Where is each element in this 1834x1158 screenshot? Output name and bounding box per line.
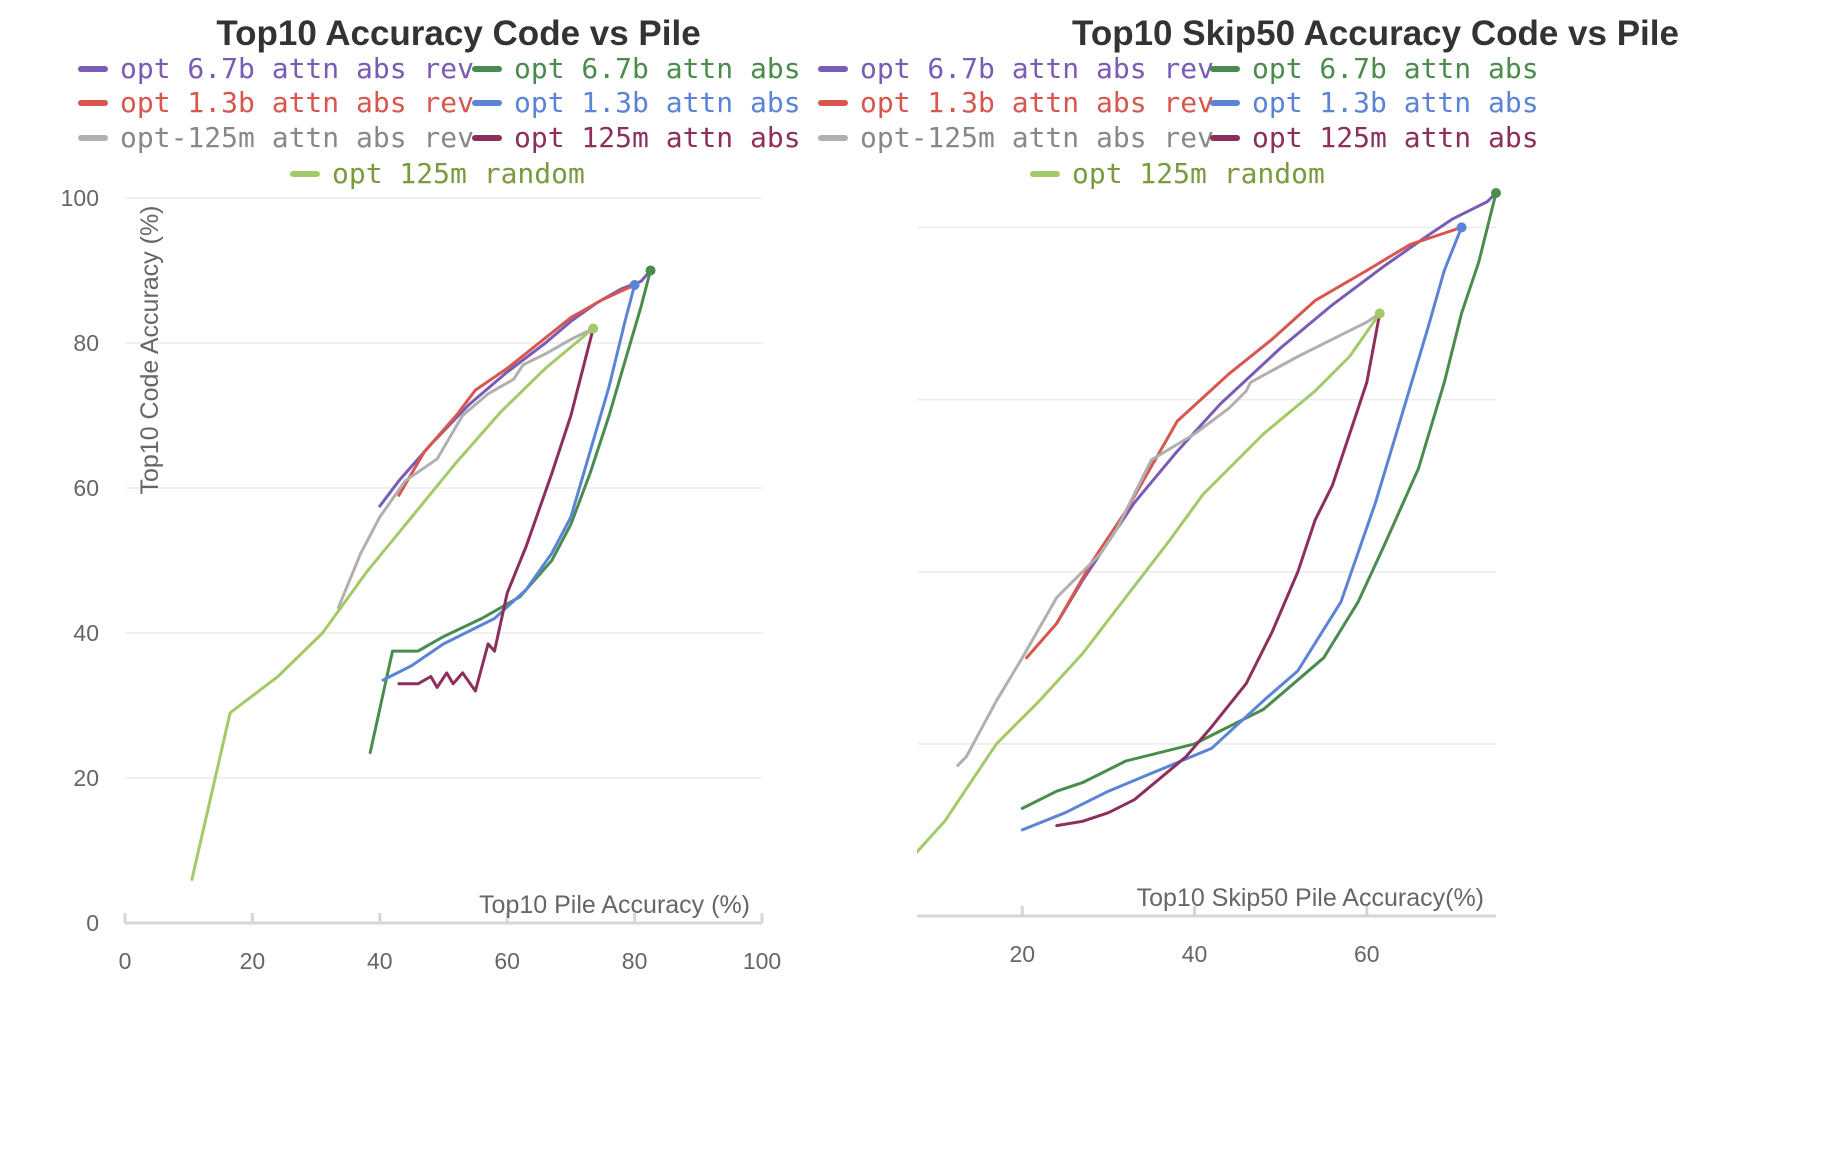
- series-end-marker: [1491, 188, 1501, 198]
- legend-swatch: [472, 99, 502, 106]
- series-line: [190, 327, 595, 881]
- x-tick-label: 60: [1354, 941, 1380, 967]
- series-end-marker: [629, 280, 640, 290]
- legend-label: opt 1.3b attn abs rev: [860, 86, 1215, 119]
- chart-panel-left: Top10 Accuracy Code vs Pile opt 6.7b att…: [61, 14, 801, 974]
- legend-label: opt 125m random: [332, 157, 585, 190]
- x-tick-label: 20: [1009, 941, 1035, 967]
- legend-label: opt 1.3b attn abs: [1252, 86, 1539, 119]
- legend-item: opt 1.3b attn abs: [1210, 86, 1539, 119]
- series-end-marker: [645, 265, 656, 276]
- legend-item: opt-125m attn abs rev: [78, 121, 474, 154]
- series-line: [1020, 225, 1463, 832]
- legend-item: opt 6.7b attn abs rev: [78, 52, 474, 85]
- chart-panel-right: Top10 Skip50 Accuracy Code vs Pile 02040…: [818, 0, 1834, 1158]
- legend-item: opt 1.3b attn abs: [472, 86, 801, 119]
- series-line: [397, 283, 637, 497]
- y-tick-label: 60: [73, 475, 99, 501]
- legend-item: opt 125m random: [290, 157, 585, 190]
- legend-item: opt 6.7b attn abs rev: [818, 52, 1214, 85]
- legend-item: opt 125m attn abs: [472, 121, 801, 154]
- series-line: [1055, 191, 1498, 625]
- legend-swatch: [290, 170, 320, 177]
- series-line: [336, 327, 595, 610]
- plot-area: 0 20 40 60 80 100 0 20 40 60 80 100 Top10 Pile Accur…: [61, 185, 782, 974]
- legend-swatch: [1210, 65, 1240, 72]
- x-axis-title: Top10 Pile Accuracy (%): [479, 891, 750, 919]
- series-line: [1055, 312, 1382, 828]
- y-tick-label: 80: [73, 330, 99, 356]
- legend-item: opt-125m attn abs rev: [818, 121, 1214, 154]
- series-line: [1025, 225, 1463, 660]
- x-axis-title: Top10 Skip50 Pile Accuracy(%): [1137, 884, 1484, 912]
- y-tick-label: 40: [73, 620, 99, 646]
- x-tick-label: 40: [367, 948, 393, 974]
- series-line: [917, 312, 1382, 855]
- legend-item: opt 6.7b attn abs: [472, 52, 801, 85]
- plot-area: 0204060800204060Top10 Skip50 Pile Accura…: [917, 188, 1501, 967]
- y-tick-label: 0: [86, 910, 99, 936]
- legend-label: opt 125m random: [1072, 157, 1325, 190]
- chart-title: Top10 Accuracy Code vs Pile: [216, 14, 701, 53]
- legend-swatch: [818, 99, 848, 106]
- x-tick-label: 60: [494, 948, 520, 974]
- legend-label: opt 125m attn abs: [514, 121, 801, 154]
- x-tick-label: 40: [1182, 941, 1208, 967]
- series-line: [381, 283, 637, 682]
- legend-swatch: [1210, 134, 1240, 141]
- x-tick-label: 100: [743, 948, 781, 974]
- legend-item: opt 125m attn abs: [1210, 121, 1539, 154]
- legend-swatch: [472, 134, 502, 141]
- legend-item: opt 1.3b attn abs rev: [78, 86, 474, 119]
- legend-label: opt 6.7b attn abs rev: [860, 52, 1215, 85]
- legend-swatch: [78, 134, 108, 141]
- series-end-marker: [1456, 222, 1467, 233]
- series-line: [1020, 191, 1498, 810]
- series-end-marker: [588, 323, 599, 334]
- y-tick-label: 20: [73, 765, 99, 791]
- y-axis-title: Top10 Code Accuracy (%): [136, 205, 164, 494]
- legend-label: opt-125m attn abs rev: [120, 121, 475, 154]
- series-end-marker: [1374, 308, 1385, 319]
- legend-item: opt 125m random: [1030, 157, 1325, 190]
- y-tick-label: 100: [61, 185, 99, 211]
- legend-swatch: [78, 65, 108, 72]
- series-line: [956, 312, 1382, 767]
- legend-item: opt 6.7b attn abs: [1210, 52, 1539, 85]
- legend-swatch: [818, 134, 848, 141]
- legend-item: opt 1.3b attn abs rev: [818, 86, 1214, 119]
- x-tick-label: 0: [119, 948, 132, 974]
- legend-swatch: [1210, 99, 1240, 106]
- x-tick-label: 20: [240, 948, 266, 974]
- series-line: [368, 269, 652, 755]
- x-tick-label: 80: [622, 948, 648, 974]
- legend-label: opt 6.7b attn abs: [514, 52, 801, 85]
- legend-label: opt 6.7b attn abs rev: [120, 52, 475, 85]
- legend-label: opt 1.3b attn abs rev: [120, 86, 475, 119]
- legend-label: opt-125m attn abs rev: [860, 121, 1215, 154]
- legend-swatch: [472, 65, 502, 72]
- legend-label: opt 1.3b attn abs: [514, 86, 801, 119]
- legend-label: opt 6.7b attn abs: [1252, 52, 1539, 85]
- chart-title: Top10 Skip50 Accuracy Code vs Pile: [1072, 14, 1679, 53]
- legend-swatch: [818, 65, 848, 72]
- series-line: [397, 327, 595, 693]
- legend-label: opt 125m attn abs: [1252, 121, 1539, 154]
- legend-swatch: [1030, 170, 1060, 177]
- legend-swatch: [78, 99, 108, 106]
